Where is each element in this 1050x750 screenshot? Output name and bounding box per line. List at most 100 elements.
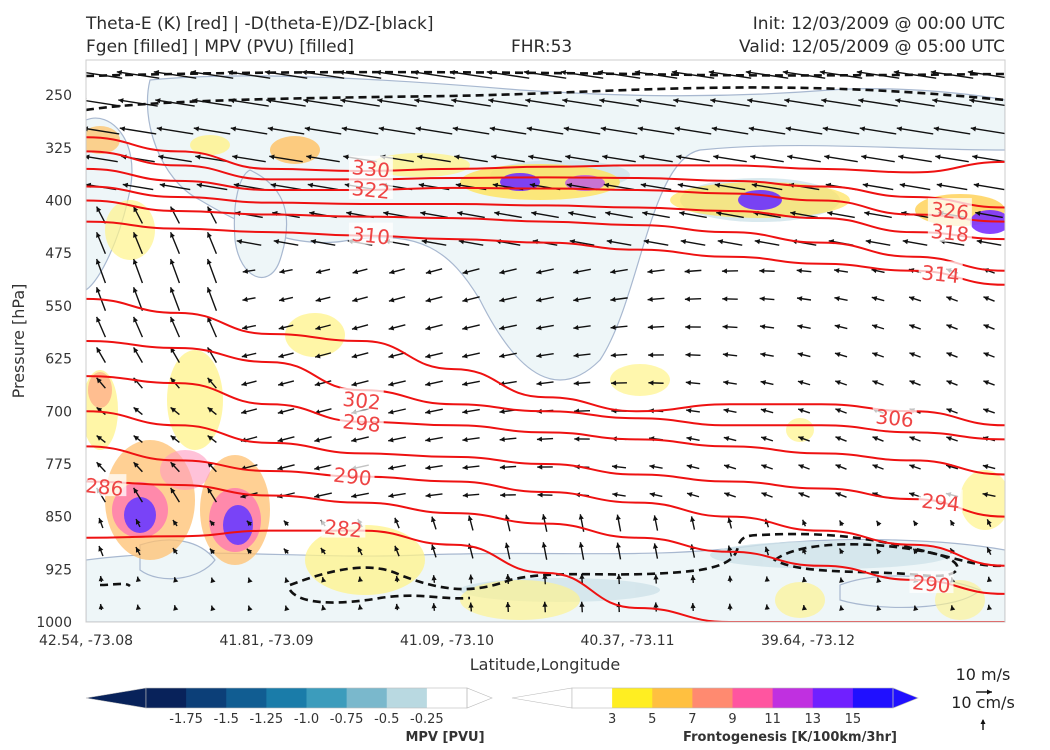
- theta-e-contour-label: 290: [911, 570, 951, 598]
- wind-vector-head: [172, 548, 178, 554]
- wind-vector-head: [315, 297, 322, 303]
- wind-vector-head: [301, 69, 308, 76]
- wind-vector-head: [170, 435, 177, 441]
- wind-vector-head: [827, 210, 833, 217]
- wind-vector-head: [536, 436, 543, 442]
- wind-vector-head: [983, 296, 990, 302]
- wind-vector-head: [578, 514, 584, 520]
- wind-vector-head: [913, 605, 919, 612]
- theta-e-contour: [86, 445, 1005, 567]
- wind-vector: [930, 71, 974, 79]
- wind-vector-head: [283, 548, 290, 555]
- wind-vector: [489, 127, 527, 135]
- wind-vector-head: [304, 126, 311, 132]
- wind-vector-head: [425, 492, 431, 499]
- wind-vector-head: [242, 324, 248, 330]
- wind-vector-head: [267, 126, 274, 132]
- wind-vector-head: [266, 98, 272, 104]
- wind-vector: [896, 127, 934, 135]
- wind-vector: [674, 127, 712, 135]
- wind-vector-head: [563, 126, 570, 132]
- wind-vector-head: [750, 154, 756, 160]
- wind-vector: [671, 71, 715, 79]
- theta-e-contour-label: 286: [84, 473, 124, 501]
- wind-vector-head: [716, 210, 722, 217]
- wind-vector: [190, 71, 234, 79]
- wind-vector-head: [946, 352, 953, 358]
- wind-vector: [86, 127, 120, 135]
- wind-vector: [230, 127, 268, 135]
- wind-vector-head: [797, 324, 803, 330]
- wind-vector-head: [876, 577, 882, 584]
- wind-vector-head: [351, 381, 358, 387]
- wind-vector-head: [986, 576, 993, 583]
- wind-vector-head: [351, 353, 358, 359]
- wind-vector-head: [388, 437, 394, 443]
- wind-vector: [899, 183, 931, 191]
- wind-vector: [196, 183, 228, 191]
- wind-vector-head: [764, 576, 770, 582]
- wind-vector-head: [344, 182, 351, 188]
- wind-vector-head: [686, 408, 692, 414]
- wind-vector: [338, 71, 382, 79]
- wind-vector-head: [542, 573, 548, 579]
- wind-vector-head: [425, 353, 431, 359]
- wind-vector-head: [711, 126, 718, 132]
- wind-vector: [116, 71, 160, 79]
- wind-vector-head: [782, 69, 789, 76]
- wind-vector-head: [132, 287, 138, 293]
- fgen-cell: [167, 350, 223, 450]
- colorbar-swatch: [772, 688, 814, 708]
- wind-vector: [449, 71, 493, 79]
- wind-vector-head: [499, 436, 505, 442]
- wind-vector-head: [207, 206, 213, 213]
- wind-vector: [708, 71, 752, 79]
- wind-vector-head: [578, 542, 584, 548]
- wind-vector-head: [425, 325, 431, 331]
- wind-key-horizontal-label: 10 m/s: [956, 665, 1011, 684]
- wind-vector-head: [600, 126, 607, 132]
- wind-vector-head: [247, 577, 253, 584]
- wind-vector-head: [431, 544, 436, 551]
- wind-vector: [377, 99, 417, 107]
- wind-vector-head: [573, 324, 579, 331]
- wind-vector-head: [946, 436, 952, 442]
- wind-vector: [973, 183, 1005, 191]
- colorbar-swatch: [386, 688, 428, 708]
- wind-vector: [156, 127, 194, 135]
- wind-vector-head: [747, 98, 753, 104]
- wind-vector-head: [133, 487, 139, 494]
- wind-vector-head: [899, 182, 906, 188]
- wind-vector: [639, 155, 673, 163]
- wind-vector: [412, 71, 456, 79]
- wind-vector-head: [206, 287, 212, 293]
- wind-vector-head: [876, 520, 882, 527]
- wind-vector-head: [858, 98, 864, 104]
- wind-vector-head: [499, 464, 506, 470]
- wind-vector: [227, 71, 271, 79]
- wind-vector-head: [394, 603, 400, 610]
- wind-vector-head: [679, 210, 685, 217]
- wind-vector-head: [196, 182, 203, 188]
- wind-vector-head: [277, 437, 284, 443]
- wind-vector-head: [721, 268, 728, 274]
- wind-vector-head: [229, 98, 235, 104]
- wind-vector-head: [431, 603, 437, 609]
- wind-vector-head: [610, 269, 616, 275]
- wind-vector-head: [119, 126, 126, 132]
- y-tick-label: 550: [45, 299, 72, 315]
- wind-vector-head: [717, 239, 724, 245]
- wind-vector-head: [462, 353, 468, 359]
- wind-vector-head: [458, 239, 465, 245]
- colorbar-tick-label: 3: [608, 712, 616, 727]
- wind-vector-head: [751, 182, 758, 188]
- wind-vector-head: [637, 126, 644, 132]
- wind-vector-head: [797, 380, 804, 386]
- wind-vector-head: [351, 325, 358, 331]
- fgen-cell: [460, 580, 580, 620]
- wind-vector-head: [565, 154, 571, 160]
- fgen-cell: [105, 200, 155, 260]
- wind-vector-head: [303, 98, 309, 104]
- wind-vector-head: [946, 296, 952, 302]
- wind-vector-head: [983, 324, 990, 330]
